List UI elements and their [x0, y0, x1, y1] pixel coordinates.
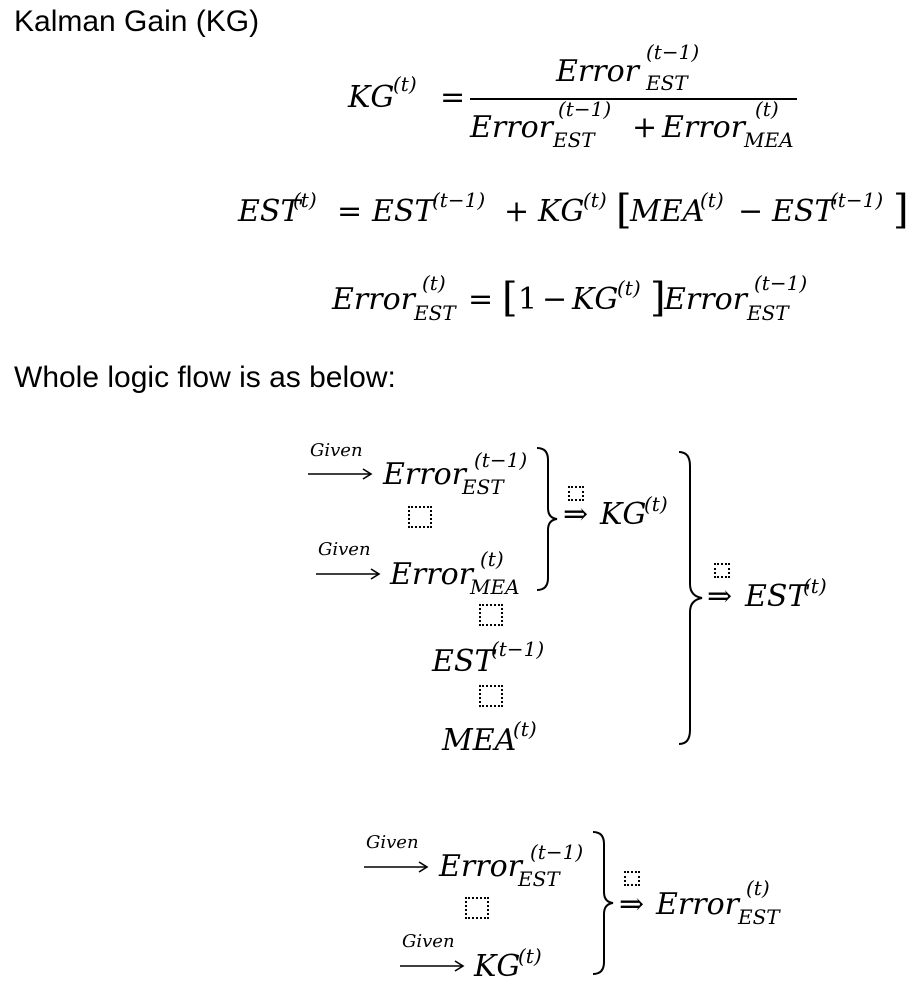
flow1-est-sup: (t)	[803, 574, 827, 598]
flow1-implies-kg: ⇒	[563, 497, 589, 532]
eq3-error-sub: EST	[414, 301, 456, 325]
right-arrow-icon	[364, 861, 429, 873]
flow1-mea: MEA	[442, 723, 517, 758]
flow1-kg: KG	[600, 497, 647, 532]
flow1-given-label-1: Given	[310, 440, 363, 461]
eq3-error-prev: Error	[664, 282, 747, 317]
eq1-den-sub1: EST	[553, 128, 595, 152]
flow1-error-est-prev-sup: (t−1)	[474, 448, 528, 472]
eq3-left-bracket: [	[502, 275, 518, 321]
eq1-den-error-mea: Error	[662, 110, 745, 145]
section-title: Kalman Gain (KG)	[14, 5, 260, 38]
eq2-right-bracket: ]	[893, 187, 909, 233]
flow-intro-text: Whole logic flow is as below:	[14, 361, 396, 394]
eq1-fraction-bar	[470, 98, 797, 100]
placeholder-box-icon	[714, 563, 730, 578]
placeholder-box-icon	[479, 685, 503, 707]
right-arrow-icon	[400, 960, 465, 972]
eq2-kg: KG	[538, 194, 585, 229]
eq1-den-sup2: (t)	[755, 97, 779, 121]
eq3-error-prev-sub: EST	[747, 301, 789, 325]
eq3-kg: KG	[572, 282, 619, 317]
eq2-kg-sup: (t)	[583, 188, 607, 212]
flow2-error-est-prev-sup: (t−1)	[530, 840, 584, 864]
flow2-error-est-prev-sub: EST	[518, 867, 560, 891]
flow1-error-mea-sup: (t)	[480, 547, 504, 571]
flow1-error-mea: Error	[390, 557, 473, 592]
eq3-equals: =	[468, 282, 494, 317]
eq1-equals: =	[440, 80, 466, 115]
flow2-error-est-prev: Error	[439, 849, 522, 884]
flow2-kg-sup: (t)	[518, 944, 542, 968]
flow2-implies: ⇒	[619, 887, 645, 922]
eq1-num-sub: EST	[646, 71, 688, 95]
eq3-minus: −	[542, 282, 568, 317]
flow2-error-est-sub: EST	[738, 905, 780, 929]
eq1-lhs-kg: KG	[348, 80, 395, 115]
eq2-est-prev-sup: (t−1)	[432, 188, 486, 212]
right-brace-icon	[592, 831, 614, 975]
flow1-est-prev: EST	[432, 644, 495, 679]
eq3-one: 1	[518, 282, 538, 317]
eq2-est: EST	[238, 194, 301, 229]
eq1-lhs-sup: (t)	[393, 72, 417, 96]
eq2-est-prev2-sup: (t−1)	[830, 188, 884, 212]
eq2-est-sup: (t)	[293, 188, 317, 212]
right-arrow-icon	[316, 568, 381, 580]
eq3-right-bracket: ]	[650, 275, 666, 321]
eq2-plus: +	[504, 194, 530, 229]
eq3-error: Error	[332, 282, 415, 317]
placeholder-box-icon	[624, 871, 640, 886]
eq2-minus: −	[738, 194, 764, 229]
eq2-est-prev2: EST	[772, 194, 835, 229]
right-brace-icon	[536, 447, 558, 591]
flow1-kg-sup: (t)	[644, 492, 668, 516]
placeholder-box-icon	[479, 604, 503, 626]
right-arrow-icon	[308, 468, 373, 480]
eq2-mea: MEA	[630, 194, 705, 229]
eq3-kg-sup: (t)	[617, 276, 641, 300]
eq2-equals: =	[337, 194, 363, 229]
flow1-mea-sup: (t)	[513, 717, 537, 741]
flow1-error-est-prev-sub: EST	[462, 475, 504, 499]
eq1-den-sub2: MEA	[744, 128, 794, 152]
flow1-error-est-prev: Error	[383, 457, 466, 492]
flow2-given-label-2: Given	[402, 931, 455, 952]
placeholder-box-icon	[465, 897, 489, 919]
flow2-error-est: Error	[656, 887, 739, 922]
eq1-den-plus: +	[632, 110, 658, 145]
eq1-num-sup: (t−1)	[646, 40, 700, 64]
eq1-den-error-est: Error	[470, 110, 553, 145]
flow2-error-est-sup: (t)	[746, 876, 770, 900]
placeholder-box-icon	[568, 486, 584, 501]
flow1-error-mea-sub: MEA	[470, 575, 520, 599]
eq1-den-sup1: (t−1)	[558, 97, 612, 121]
flow1-est-prev-sup: (t−1)	[491, 637, 545, 661]
eq2-mea-sup: (t)	[700, 188, 724, 212]
eq2-left-bracket: [	[616, 187, 632, 233]
flow1-est: EST	[745, 579, 808, 614]
flow2-kg: KG	[474, 949, 521, 984]
flow2-given-label-1: Given	[366, 832, 419, 853]
flow1-given-label-2: Given	[318, 539, 371, 560]
placeholder-box-icon	[408, 506, 432, 528]
right-brace-icon	[678, 451, 703, 745]
eq3-error-prev-sup: (t−1)	[754, 271, 808, 295]
eq3-error-sup: (t)	[422, 271, 446, 295]
flow1-implies-est: ⇒	[707, 579, 733, 614]
eq1-num-error: Error	[556, 54, 639, 89]
eq2-est-prev: EST	[372, 194, 435, 229]
